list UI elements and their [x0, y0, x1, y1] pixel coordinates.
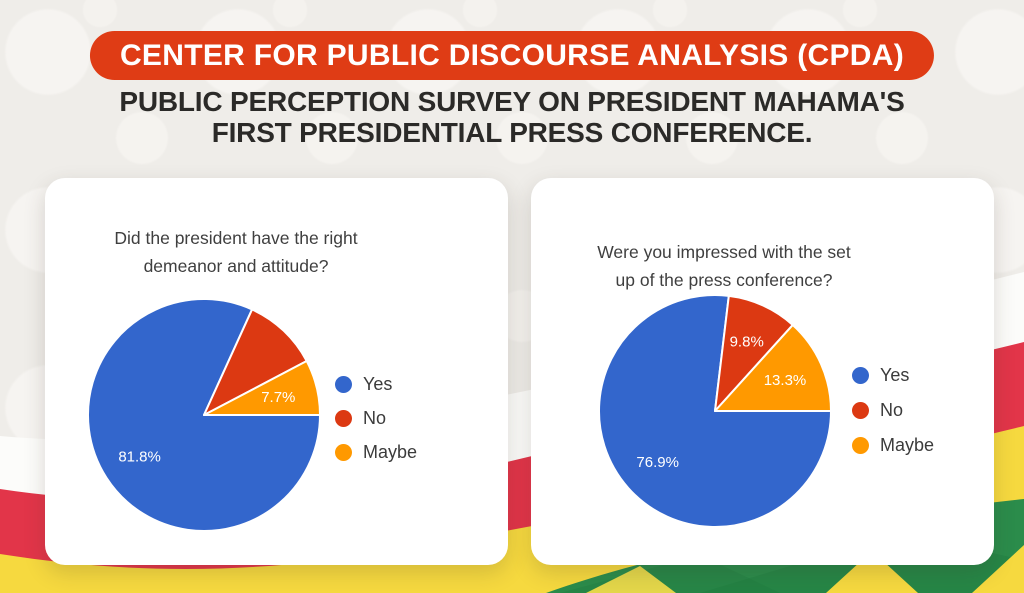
legend-item-no: No: [335, 408, 417, 429]
chart-title-line-1: Were you impressed with the set: [597, 242, 851, 262]
legend-item-maybe: Maybe: [335, 442, 417, 463]
legend-label: Yes: [363, 374, 393, 394]
pie-chart: 81.8% 7.7%: [87, 298, 321, 532]
pie-data-label: 7.7%: [261, 389, 295, 406]
legend-swatch: [335, 376, 352, 393]
subtitle-line-2: FIRST PRESIDENTIAL PRESS CONFERENCE.: [211, 117, 813, 148]
legend-label: Maybe: [363, 442, 418, 462]
pie-data-label: 76.9%: [636, 454, 679, 471]
survey-card-demeanor: Did the president have the right demeano…: [45, 178, 508, 565]
survey-subtitle: PUBLIC PERCEPTION SURVEY ON PRESIDENT MA…: [0, 86, 1024, 148]
legend-swatch: [335, 444, 352, 461]
legend-item-no: No: [852, 400, 934, 421]
legend-label: No: [880, 400, 904, 420]
legend: Yes No Maybe: [852, 365, 934, 456]
pie-data-label: 9.8%: [730, 334, 764, 351]
chart-title-line-2: demeanor and attitude?: [143, 256, 329, 276]
legend-item-yes: Yes: [852, 365, 934, 386]
legend-item-yes: Yes: [335, 374, 417, 395]
pie-data-label: 81.8%: [118, 449, 161, 466]
pie-data-label: 13.3%: [764, 372, 807, 389]
legend-swatch: [852, 367, 869, 384]
subtitle-line-1: PUBLIC PERCEPTION SURVEY ON PRESIDENT MA…: [119, 86, 905, 117]
legend-item-maybe: Maybe: [852, 435, 934, 456]
legend-label: Yes: [880, 365, 910, 385]
legend-swatch: [852, 437, 869, 454]
legend: Yes No Maybe: [335, 374, 417, 463]
chart-title-line-1: Did the president have the right: [114, 228, 358, 248]
survey-card-setup: Were you impressed with the set up of th…: [531, 178, 994, 565]
legend-label: Maybe: [880, 435, 935, 455]
chart-title: Did the president have the right demeano…: [55, 224, 417, 280]
banner-title: CENTER FOR PUBLIC DISCOURSE ANALYSIS (CP…: [89, 31, 935, 80]
legend-swatch: [335, 410, 352, 427]
legend-label: No: [363, 408, 387, 428]
legend-swatch: [852, 402, 869, 419]
